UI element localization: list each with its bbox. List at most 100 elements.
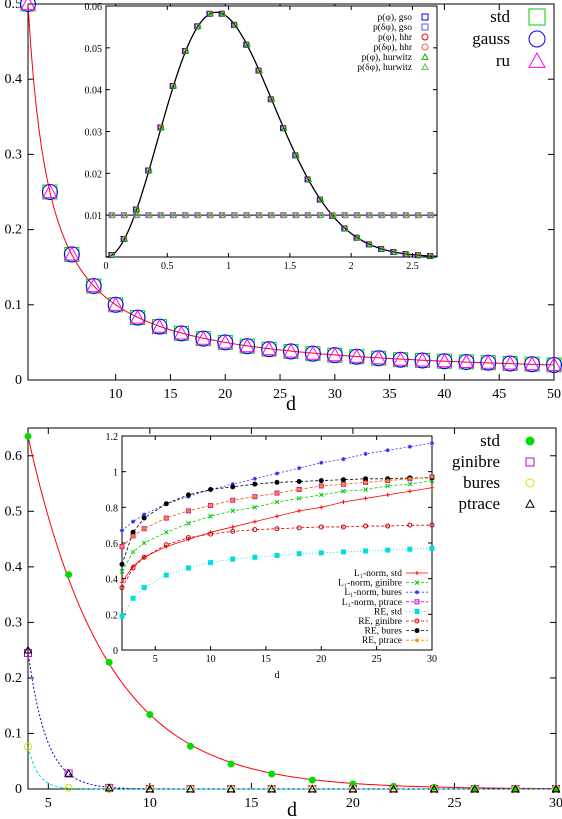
y-tick-label: 1.2 bbox=[106, 432, 119, 443]
inset-series-point bbox=[170, 211, 178, 218]
inset-series-point bbox=[318, 478, 324, 484]
y-tick-label: 0.1 bbox=[5, 298, 23, 313]
inset-series-point bbox=[230, 528, 236, 534]
inset-legend-marker bbox=[421, 13, 429, 21]
x-tick-label: 10 bbox=[206, 654, 216, 665]
inset-series-point bbox=[208, 560, 214, 566]
inset-series-point bbox=[385, 523, 391, 529]
inset-series-point bbox=[146, 211, 154, 218]
inset-series-point bbox=[119, 613, 125, 619]
series-ptrace-point bbox=[64, 768, 73, 777]
inset-series-point bbox=[163, 529, 169, 535]
inset-legend-marker bbox=[414, 608, 420, 614]
x-tick-label: 10 bbox=[109, 387, 123, 402]
inset-series-point bbox=[185, 535, 191, 541]
inset-series-point bbox=[252, 554, 258, 560]
series-ptrace-point bbox=[23, 645, 33, 654]
inset-legend-label: L₁-norm, ptrace bbox=[342, 598, 402, 608]
series-ru-point bbox=[502, 355, 519, 370]
inset-series-point bbox=[319, 505, 324, 510]
inset-series-point bbox=[232, 211, 239, 218]
inset-series-line bbox=[121, 477, 432, 565]
y-tick-label: 0.4 bbox=[5, 560, 23, 575]
inset-series-point bbox=[354, 234, 362, 241]
y-tick-label: 0.04 bbox=[85, 86, 103, 97]
inset-series-point bbox=[385, 478, 390, 483]
inset-series-point bbox=[340, 477, 346, 483]
inset-series-point bbox=[378, 245, 386, 252]
inset-series-point bbox=[230, 556, 236, 562]
inset-series-point bbox=[230, 498, 235, 503]
inset-series-point bbox=[341, 499, 346, 504]
inset-series-point bbox=[244, 41, 251, 48]
x-tick-label: 25 bbox=[273, 387, 287, 402]
series-std-point bbox=[146, 711, 154, 719]
series-ru-point bbox=[239, 338, 256, 353]
series-ru-point bbox=[436, 353, 453, 368]
x-tick-label: 35 bbox=[383, 387, 397, 402]
x-tick-label: 25 bbox=[372, 654, 382, 665]
inset-series-point bbox=[146, 166, 153, 174]
inset-series-point bbox=[363, 451, 368, 456]
series-ru-point bbox=[458, 353, 475, 369]
series-std-point bbox=[268, 770, 276, 778]
inset-series-point bbox=[119, 585, 125, 591]
inset-series-point bbox=[415, 251, 423, 258]
inset-legend-marker bbox=[421, 52, 429, 60]
series-ptrace-point bbox=[307, 784, 317, 793]
inset-series-point bbox=[340, 549, 346, 555]
inset-series-point bbox=[416, 211, 423, 218]
inset-series-point bbox=[330, 211, 337, 218]
inset-series-1 bbox=[119, 478, 435, 574]
inset-series-point bbox=[363, 480, 368, 485]
legend-label: gauss bbox=[472, 29, 510, 48]
x-tick-label: 20 bbox=[218, 387, 232, 402]
series-ru-point bbox=[326, 347, 343, 362]
inset-series-point bbox=[407, 546, 413, 552]
top-main-legend: std gauss ru bbox=[472, 7, 546, 70]
x-tick-label: 5 bbox=[153, 654, 158, 665]
inset-series-point bbox=[109, 251, 116, 258]
inset-legend-label: p(δφ), gso bbox=[373, 22, 412, 33]
inset-series-point bbox=[430, 441, 434, 446]
inset-series-point bbox=[134, 211, 141, 218]
y-tick-label: 0.6 bbox=[106, 539, 119, 550]
inset-series-line bbox=[121, 480, 433, 572]
inset-series-point bbox=[297, 466, 302, 471]
inset-series-5 bbox=[119, 522, 435, 591]
inset-legend-label: L₁-norm, ginibre bbox=[338, 579, 402, 589]
inset-series-point bbox=[120, 528, 124, 533]
inset-series-point bbox=[296, 525, 302, 531]
x-tick-label: 2.5 bbox=[406, 261, 419, 272]
top-inset-curve bbox=[105, 11, 438, 258]
inset-series-point bbox=[274, 552, 280, 558]
inset-series-point bbox=[296, 551, 302, 557]
top-inset-chart: 0 0.5 1 1.5 2 2.5 0.01 0.02 0.03 0.04 0.05 0.06 p(φ)… bbox=[85, 2, 438, 272]
series-ptrace-point bbox=[511, 784, 520, 793]
inset-series-point bbox=[158, 123, 165, 130]
inset-series-point bbox=[407, 444, 412, 449]
series-ru-point bbox=[63, 246, 80, 261]
series-ptrace-point bbox=[389, 784, 398, 793]
y-tick-label: 0 bbox=[15, 782, 22, 797]
series-std-point bbox=[308, 776, 316, 784]
inset-series-point bbox=[195, 22, 202, 29]
x-tick-label: 2 bbox=[349, 261, 354, 272]
y-tick-label: 0.4 bbox=[106, 575, 119, 586]
inset-series-point bbox=[244, 211, 252, 218]
inset-series-point bbox=[363, 496, 368, 501]
y-tick-label: 0.06 bbox=[85, 2, 103, 13]
series-ru-point bbox=[348, 348, 365, 363]
inset-legend-marker bbox=[414, 618, 420, 624]
inset-series-point bbox=[208, 503, 213, 508]
legend-marker-std bbox=[525, 436, 535, 446]
inset-series-point bbox=[163, 572, 169, 578]
x-tick-label: 20 bbox=[316, 654, 326, 665]
series-ru-point bbox=[173, 325, 190, 340]
inset-legend-marker bbox=[414, 599, 420, 605]
inset-series-point bbox=[130, 549, 136, 555]
inset-legend-marker bbox=[415, 638, 419, 643]
legend-label: ginibre bbox=[452, 452, 500, 471]
inset-series-point bbox=[208, 531, 214, 537]
